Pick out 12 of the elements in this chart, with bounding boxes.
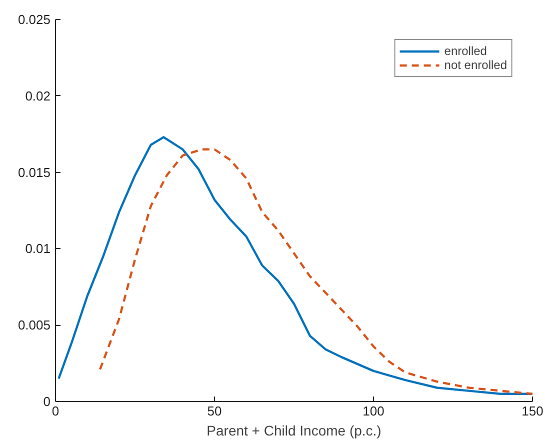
x-tick-label: 50: [207, 404, 222, 418]
y-tick-label: 0.01: [25, 241, 51, 256]
y-tick-label: 0.005: [18, 318, 51, 333]
x-tick-label: 100: [362, 404, 384, 418]
legend-label: enrolled: [444, 44, 487, 58]
y-tick-label: 0.015: [18, 164, 51, 180]
y-tick-label: 0.02: [25, 88, 51, 104]
x-tick-label: 150: [522, 404, 544, 418]
y-tick-label: 0.025: [18, 12, 51, 27]
legend-label: not enrolled: [444, 58, 507, 72]
x-axis-title: Parent + Child Income (p.c.): [206, 422, 382, 438]
y-tick-label: 0: [43, 394, 51, 409]
